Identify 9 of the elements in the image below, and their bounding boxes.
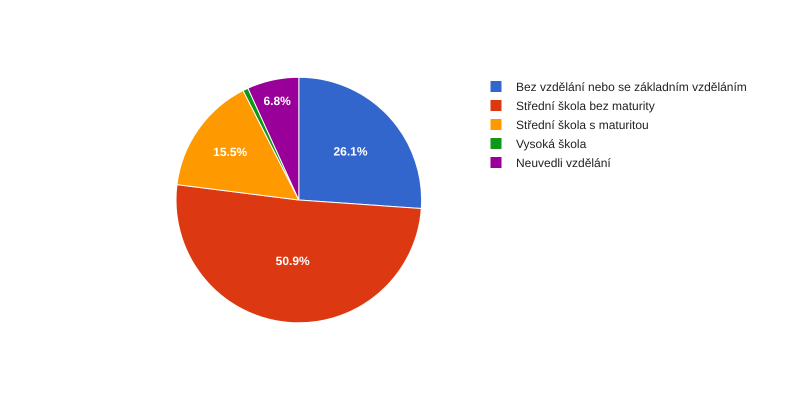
data-label: 50.9% <box>276 254 310 268</box>
legend-label: Neuvedli vzdělání <box>516 156 612 170</box>
legend-label: Bez vzdělání nebo se základním vzděláním <box>516 80 747 94</box>
legend-label: Střední škola s maturitou <box>516 118 649 132</box>
data-label: 15.5% <box>213 144 248 159</box>
legend-label: Střední škola bez maturity <box>516 99 655 114</box>
data-label: 26.1% <box>333 144 368 159</box>
data-label: 6.8% <box>263 94 292 108</box>
legend-label: Vysoká škola <box>516 137 587 152</box>
